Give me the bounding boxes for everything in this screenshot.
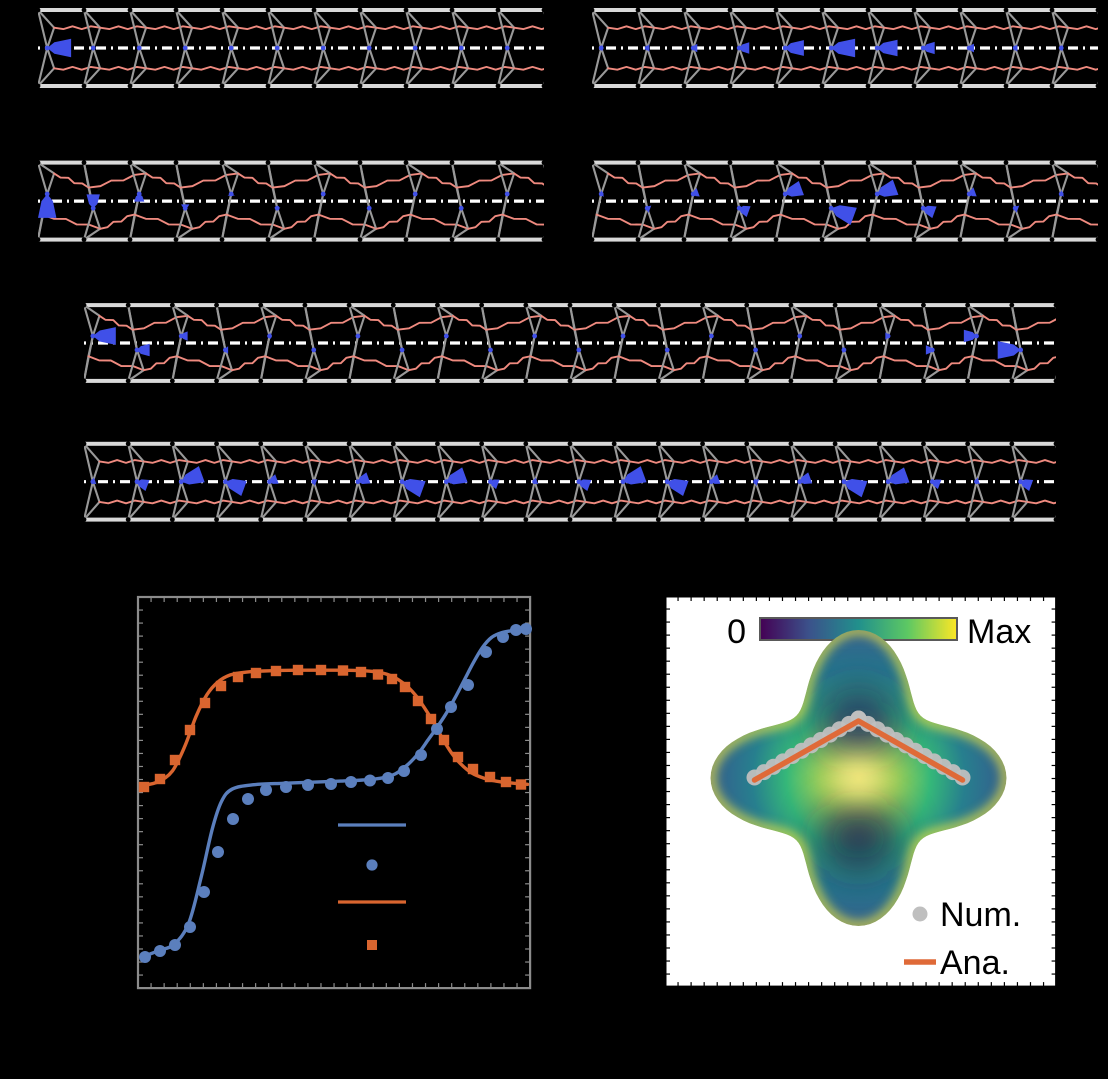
svg-text:Ana.: Ana. (940, 944, 1010, 982)
svg-text:Num.: Num. (940, 896, 1021, 934)
svg-text:Max: Max (967, 613, 1031, 651)
svg-text:0: 0 (727, 613, 746, 651)
